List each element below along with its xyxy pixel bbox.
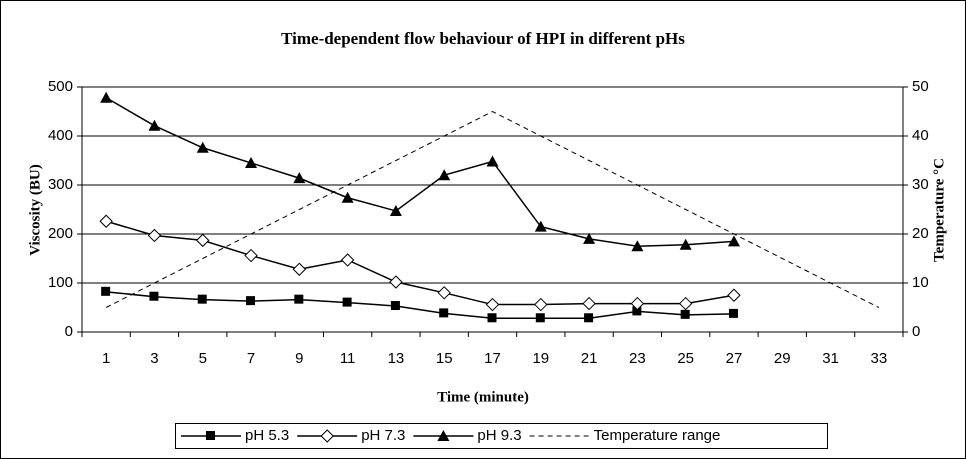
data-point (390, 301, 400, 311)
legend-label: Temperature range (594, 427, 721, 444)
x-tick-label: 17 (484, 350, 501, 367)
data-point (99, 214, 113, 228)
x-tick-label: 5 (199, 350, 207, 367)
data-point (584, 313, 594, 323)
data-point (680, 309, 690, 319)
data-point (437, 286, 451, 300)
data-point (244, 248, 258, 263)
data-point (294, 294, 304, 304)
y2-tick-label: 40 (912, 127, 929, 144)
data-point (148, 119, 161, 131)
data-point (147, 228, 162, 243)
data-point (535, 313, 545, 323)
data-point (728, 308, 738, 318)
series-line (105, 220, 735, 306)
data-point (485, 297, 500, 312)
data-point (631, 240, 644, 252)
data-point (679, 238, 692, 250)
data-point (630, 296, 645, 311)
series-line (105, 110, 880, 308)
y2-tick-label: 20 (912, 225, 929, 242)
data-point (487, 313, 497, 323)
series-line (105, 97, 735, 248)
data-point (583, 232, 596, 244)
legend-marker (437, 430, 450, 441)
data-point (727, 288, 741, 302)
x-tick-label: 7 (247, 350, 255, 367)
y2-axis-label: Temperature °C (931, 158, 947, 262)
legend-box (175, 423, 828, 449)
data-point (438, 169, 451, 181)
legend-label: pH 5.3 (245, 427, 289, 444)
data-point (582, 296, 596, 311)
x-tick-label: 13 (388, 350, 405, 367)
data-point (534, 297, 548, 312)
data-point (342, 297, 352, 307)
x-tick-label: 29 (774, 350, 791, 367)
y-tick-label: 300 (48, 176, 73, 193)
data-point (389, 204, 402, 216)
data-point (389, 275, 403, 289)
data-point (293, 172, 306, 184)
data-point (292, 262, 307, 276)
data-point (100, 91, 113, 103)
legend-label: pH 7.3 (361, 427, 405, 444)
x-tick-label: 23 (629, 350, 646, 367)
y-tick-label: 100 (48, 274, 73, 291)
y2-tick-label: 10 (912, 274, 929, 291)
y-tick-label: 0 (65, 323, 73, 340)
x-tick-label: 1 (102, 350, 110, 367)
x-tick-label: 33 (871, 350, 888, 367)
data-point (340, 253, 355, 267)
data-point (149, 291, 159, 301)
data-point (196, 141, 209, 153)
data-point (197, 294, 207, 304)
data-point (486, 155, 499, 167)
x-tick-label: 9 (295, 350, 303, 367)
x-tick-label: 31 (822, 350, 839, 367)
y-axis-label: Viscosity (BU) (27, 164, 43, 256)
data-point (632, 306, 642, 316)
data-point (246, 296, 256, 306)
data-point (439, 308, 449, 318)
legend-label: pH 9.3 (477, 427, 521, 444)
y2-tick-label: 0 (912, 323, 920, 340)
x-tick-label: 27 (726, 350, 743, 367)
data-point (727, 235, 740, 247)
x-axis-label: Time (minute) (437, 389, 529, 405)
x-tick-label: 15 (436, 350, 453, 367)
y-tick-label: 400 (48, 127, 73, 144)
legend-marker (206, 431, 215, 440)
legend-marker (320, 429, 334, 443)
x-tick-label: 21 (581, 350, 598, 367)
y2-tick-label: 30 (912, 176, 929, 193)
series-line (106, 291, 734, 320)
x-tick-label: 3 (150, 350, 158, 367)
data-point (245, 156, 258, 168)
x-tick-label: 19 (532, 350, 549, 367)
y-tick-label: 200 (48, 225, 73, 242)
data-point (534, 220, 547, 232)
y-tick-label: 500 (48, 78, 73, 95)
data-point (678, 296, 693, 311)
chart-title: Time-dependent flow behaviour of HPI in … (281, 29, 685, 48)
data-point (196, 233, 210, 248)
y2-tick-label: 50 (912, 78, 929, 95)
data-point (101, 286, 111, 296)
x-tick-label: 11 (340, 350, 356, 367)
x-tick-label: 25 (677, 350, 694, 367)
data-point (341, 191, 354, 203)
